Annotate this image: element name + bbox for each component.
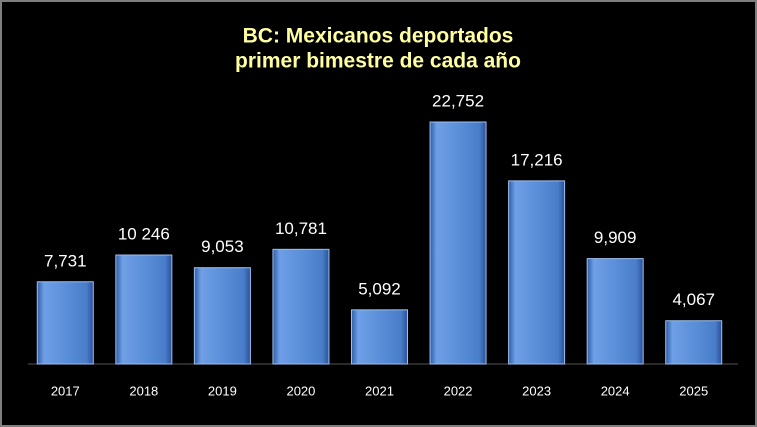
x-tick-label: 2023 [522, 383, 551, 398]
value-label: 10 246 [118, 225, 170, 244]
bar [429, 121, 487, 365]
bar [351, 309, 408, 365]
value-label: 4,067 [672, 290, 715, 309]
bar [115, 254, 173, 365]
x-tick-label: 2019 [208, 383, 237, 398]
bar [586, 258, 644, 365]
value-label: 10,781 [275, 219, 327, 238]
value-label: 5,092 [358, 279, 401, 298]
bar [36, 281, 94, 365]
x-tick-label: 2018 [129, 383, 158, 398]
chart-subtitle: primer bimestre de cada año [235, 50, 521, 73]
x-tick-label: 2024 [601, 383, 630, 398]
bar [193, 267, 251, 365]
bar [272, 248, 330, 365]
value-label: 7,731 [44, 251, 87, 270]
bar [508, 180, 566, 365]
x-tick-label: 2017 [51, 383, 80, 398]
bar [665, 320, 723, 365]
value-label: 9,909 [594, 228, 637, 247]
x-tick-label: 2025 [679, 383, 708, 398]
value-label: 17,216 [511, 150, 563, 169]
x-tick-label: 2022 [444, 383, 473, 398]
x-tick-label: 2021 [365, 383, 394, 398]
chart-title: BC: Mexicanos deportados [243, 25, 514, 48]
value-label: 22,752 [432, 91, 484, 110]
x-tick-label: 2020 [286, 383, 315, 398]
value-label: 9,053 [201, 237, 244, 256]
